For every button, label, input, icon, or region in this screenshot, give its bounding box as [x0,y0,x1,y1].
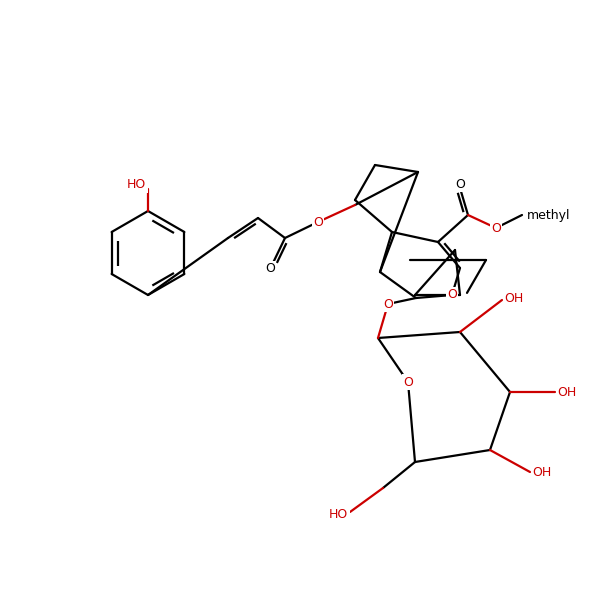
Text: OH: OH [532,466,551,479]
Text: OH: OH [557,385,576,398]
Text: O: O [491,221,501,235]
Text: O: O [265,263,275,275]
Text: O: O [383,298,393,311]
Text: OH: OH [504,292,523,304]
Text: HO: HO [127,179,146,191]
Text: HO: HO [329,508,348,520]
Text: O: O [447,289,457,301]
Text: O: O [455,178,465,191]
Text: methyl: methyl [527,208,571,221]
Text: O: O [313,215,323,229]
Text: O: O [403,376,413,389]
